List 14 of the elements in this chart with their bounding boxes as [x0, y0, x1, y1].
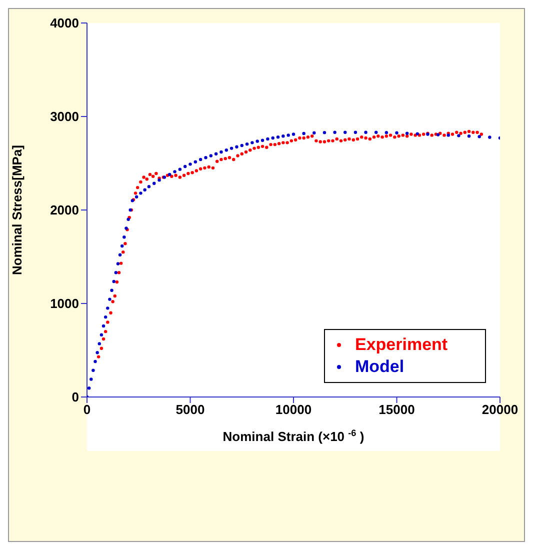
- y-axis-title: Nominal Stress[MPa]: [10, 144, 25, 276]
- legend-label: Model: [354, 356, 406, 378]
- y-tick-label: 1000: [50, 296, 79, 312]
- x-axis-title: Nominal Strain (×10 $^{-6}$): [222, 428, 364, 444]
- x-tick-label: 15000: [378, 402, 415, 418]
- x-tick-label: 20000: [482, 402, 518, 418]
- y-tick-label: 4000: [50, 16, 79, 31]
- y-tick-label: 2000: [50, 202, 79, 218]
- x-tick-label: 10000: [275, 402, 312, 418]
- y-tick-label: 3000: [50, 109, 79, 124]
- x-tick-label: 5000: [176, 402, 205, 418]
- x-tick-label: 0: [83, 402, 91, 418]
- y-tick-label: 0: [72, 390, 79, 405]
- legend-label: Experiment: [354, 334, 449, 356]
